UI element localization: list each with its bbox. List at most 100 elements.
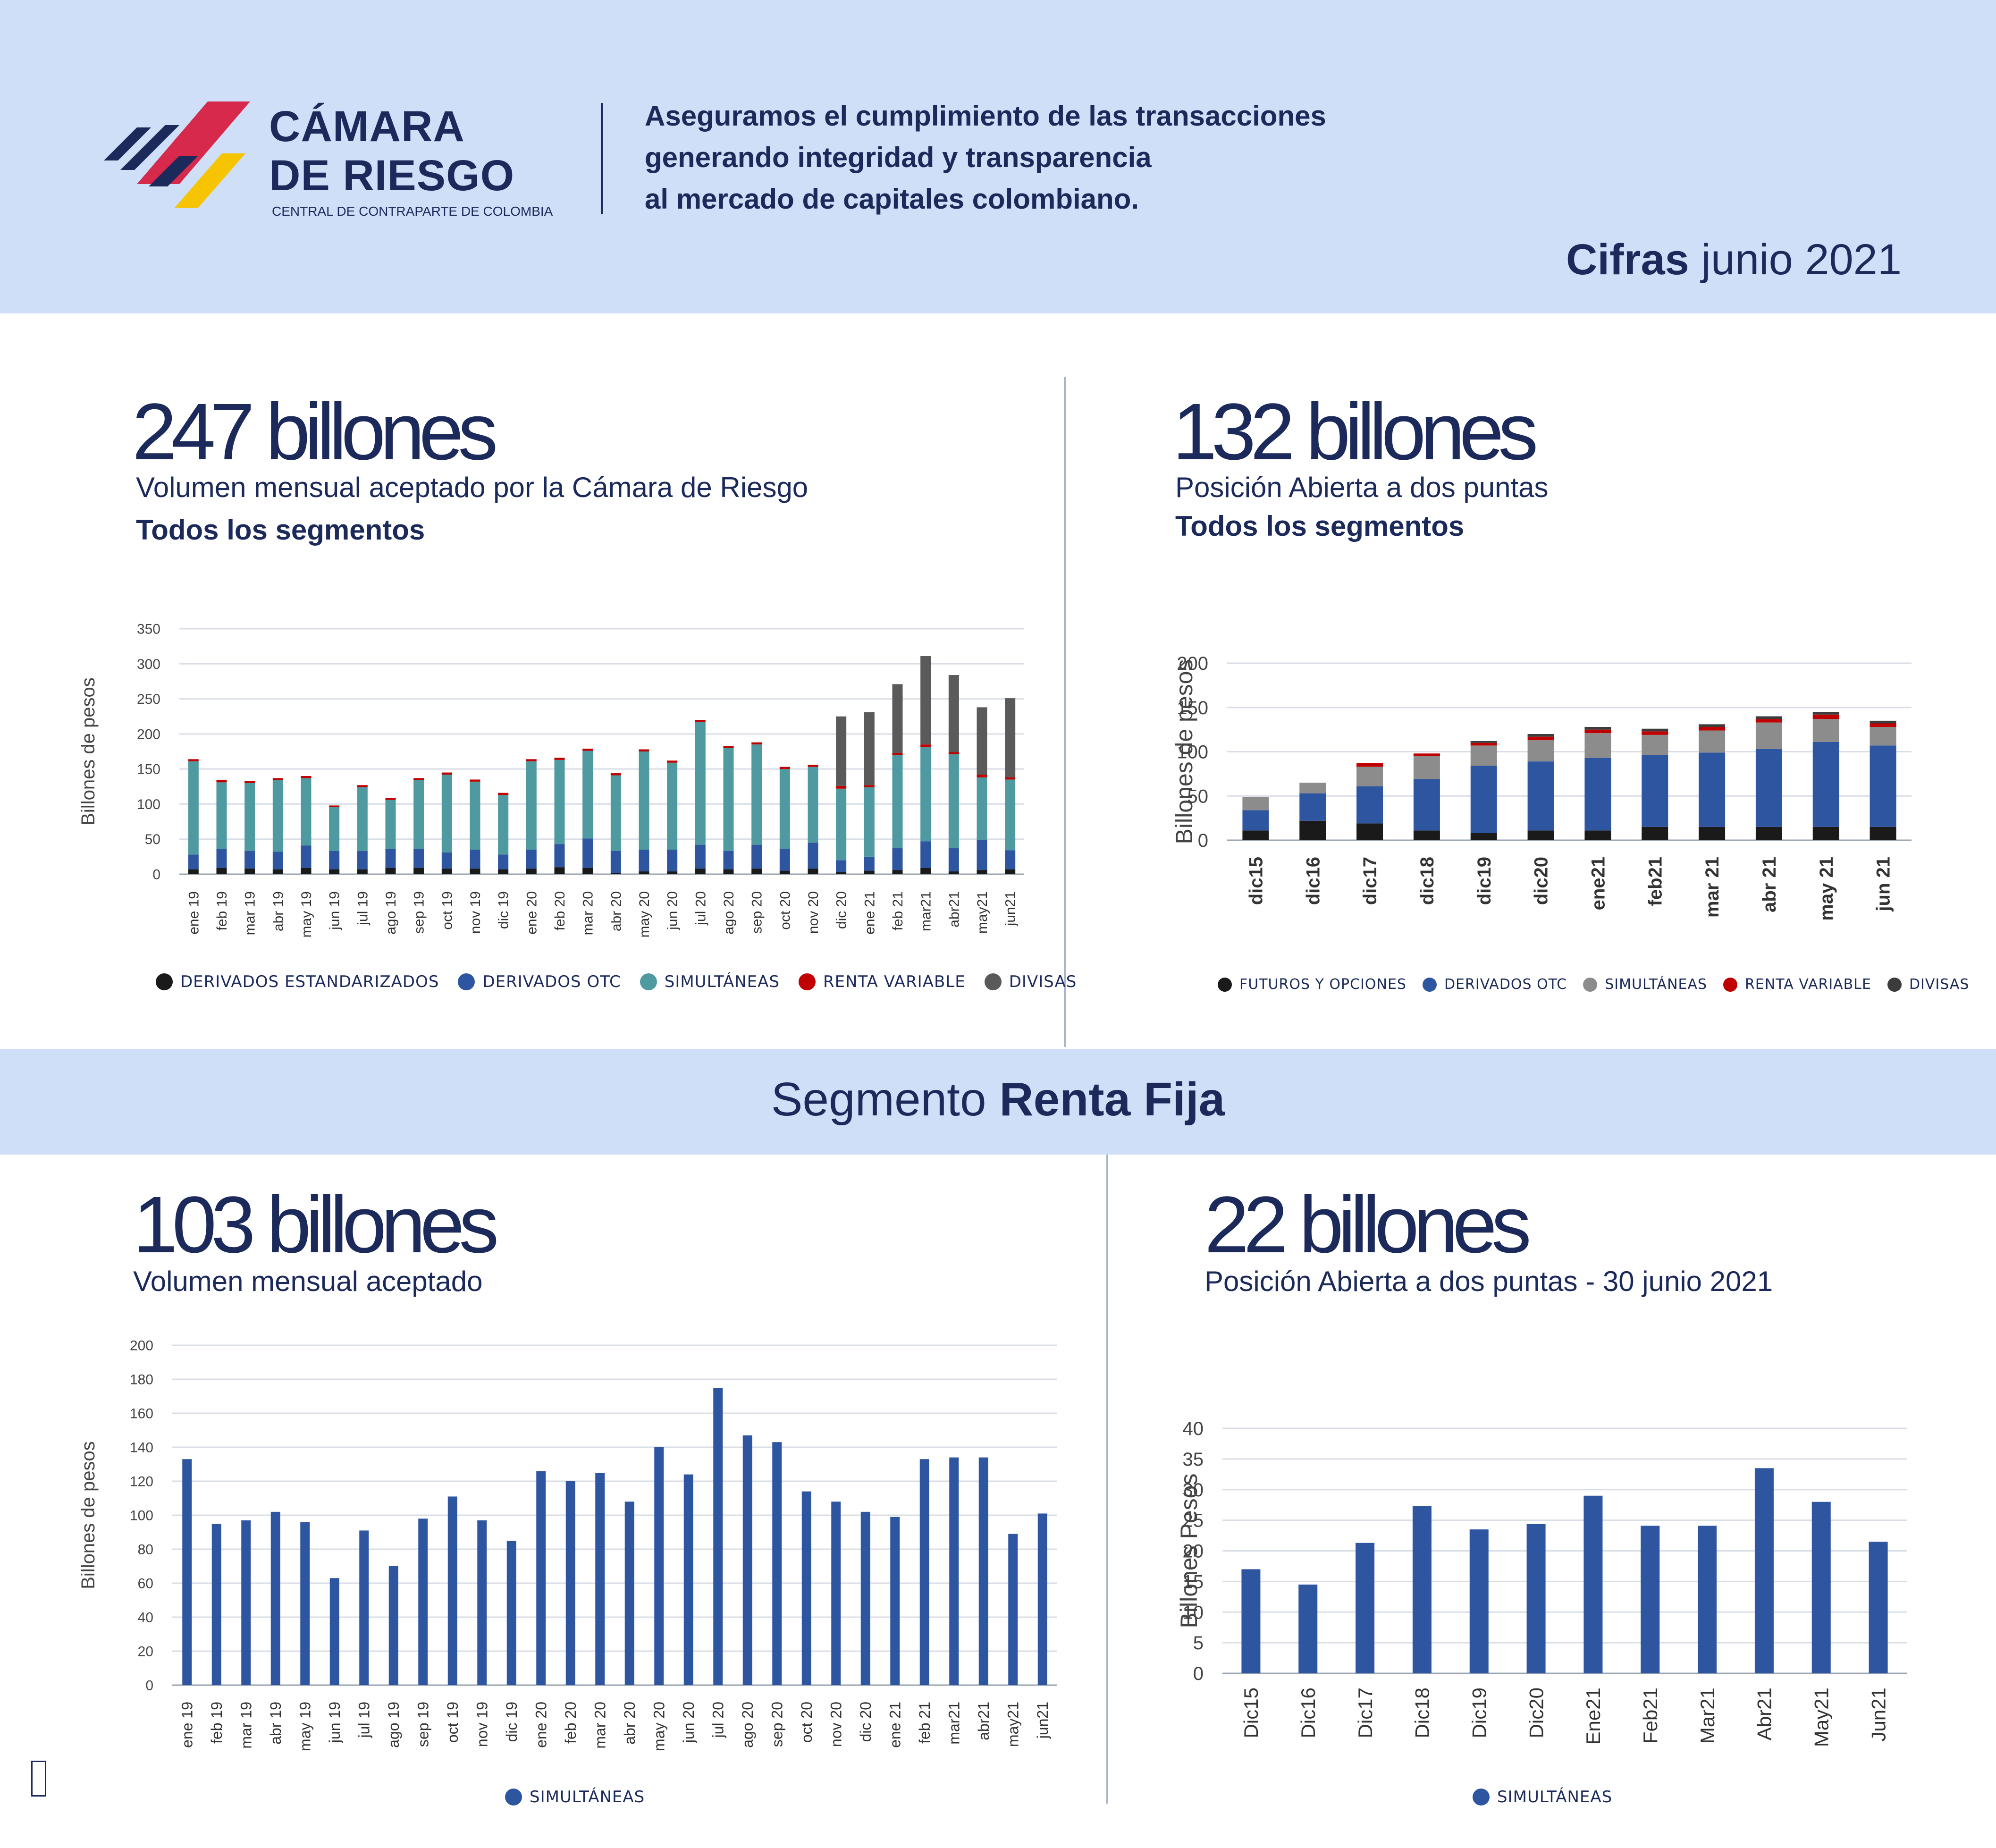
cifras-bold: Cifras: [1566, 236, 1689, 284]
bar-segment: [441, 772, 452, 775]
bar-segment: [1527, 830, 1554, 840]
y-tick-label: 0: [145, 1678, 153, 1694]
y-tick-label: 120: [130, 1474, 153, 1490]
x-tick-label: Dic17: [1354, 1688, 1376, 1738]
y-tick-label: 250: [137, 692, 160, 707]
bar-segment: [385, 849, 396, 868]
x-tick-label: nov 19: [468, 891, 483, 934]
bar-segment: [1754, 1468, 1774, 1673]
bar-segment: [1242, 797, 1269, 810]
x-tick-label: dic 20: [857, 1702, 874, 1742]
camara-logo-icon: [104, 101, 250, 208]
bar-segment: [188, 759, 199, 761]
bar-segment: [977, 840, 987, 870]
bar-segment: [526, 761, 537, 850]
x-tick-label: Dic19: [1468, 1688, 1490, 1738]
x-tick-label: ago 19: [385, 1702, 402, 1748]
bar-segment: [470, 781, 480, 850]
bar-segment: [948, 871, 959, 874]
bar-segment: [1526, 1524, 1546, 1673]
bar-segment: [216, 868, 227, 874]
bar-segment: [639, 751, 649, 850]
bar-segment: [808, 767, 818, 843]
x-tick-label: abr 20: [621, 1702, 638, 1745]
bar-segment: [301, 776, 312, 778]
x-tick-label: feb 21: [890, 891, 906, 930]
bar-segment: [831, 1502, 841, 1685]
bottom-panel-divider: [1106, 1155, 1108, 1804]
x-tick-label: jul 20: [709, 1702, 726, 1738]
x-tick-label: sep 20: [768, 1702, 785, 1747]
bar-segment: [498, 854, 509, 869]
legend-label: DERIVADOS OTC: [482, 972, 621, 991]
bar-segment: [1870, 827, 1896, 840]
x-tick-label: Mar21: [1696, 1688, 1718, 1744]
x-tick-label: dic15: [1246, 857, 1266, 905]
bar-segment: [441, 775, 452, 852]
y-tick-label: 80: [138, 1542, 153, 1558]
legend-label: SIMULTÁNEAS: [530, 1788, 645, 1806]
x-tick-label: ene 20: [532, 1702, 549, 1748]
bar-segment: [860, 1511, 870, 1685]
bar-segment: [413, 868, 424, 874]
legend-swatch: [640, 973, 657, 990]
bar-segment: [1356, 786, 1383, 824]
legend-swatch: [156, 973, 173, 990]
bar-segment: [639, 871, 649, 874]
bar-segment: [1755, 722, 1782, 749]
bar-segment: [892, 752, 903, 755]
legend-item: DERIVADOS OTC: [1422, 976, 1567, 993]
bar-segment: [1470, 833, 1497, 840]
bar-segment: [270, 1511, 280, 1685]
x-tick-label: feb 19: [208, 1702, 225, 1744]
bar-segment: [639, 749, 649, 751]
legend-swatch: [1723, 977, 1738, 992]
bar-segment: [595, 1473, 605, 1685]
x-tick-label: mar21: [945, 1702, 962, 1745]
bar-segment: [1470, 745, 1497, 766]
bar-segment: [1584, 733, 1611, 758]
bar-segment: [801, 1491, 811, 1685]
bar-segment: [1584, 729, 1611, 734]
bar-segment: [1755, 827, 1782, 840]
bar-segment: [470, 869, 480, 874]
x-tick-label: Abr21: [1753, 1688, 1776, 1740]
bar-segment: [949, 1457, 959, 1685]
legend-item: DERIVADOS OTC: [458, 972, 621, 991]
bar-segment: [779, 767, 790, 769]
bar-segment: [1005, 777, 1016, 780]
x-tick-label: dic17: [1360, 857, 1381, 905]
bar-segment: [1005, 779, 1016, 851]
volumen-chart: 0 50 100 150 200 250 300 350 Billones de pesos en…: [78, 622, 1024, 937]
bar-segment: [836, 788, 847, 861]
x-tick-label: abr 20: [608, 891, 624, 931]
bar-segment: [1642, 734, 1668, 755]
brand-line-2: DE RIESGO: [269, 152, 515, 200]
x-tick-label: feb21: [1645, 857, 1666, 906]
bar-segment: [683, 1474, 693, 1685]
bar-segment: [667, 762, 678, 850]
y-tick-label: 25: [1183, 1510, 1204, 1531]
legend-swatch: [1887, 977, 1902, 992]
y-tick-label: 180: [130, 1372, 153, 1388]
x-tick-label: jun 19: [326, 1702, 343, 1743]
bar-segment: [1470, 741, 1497, 743]
volumen-subtitle: Volumen mensual aceptado por la Cámara d…: [136, 472, 809, 503]
y-tick-label: 20: [1183, 1541, 1204, 1562]
x-tick-label: ene 21: [862, 891, 877, 935]
y-tick-label: 150: [1177, 698, 1208, 718]
bar-segment: [751, 869, 762, 874]
top-panel-divider: [1064, 377, 1066, 1047]
bar-segment: [1413, 830, 1440, 840]
rf-posicion-headline: 22 billones: [1204, 1180, 1532, 1270]
posicion-headline: 132 billones: [1172, 387, 1538, 477]
bar-segment: [723, 851, 734, 869]
bar-segment: [357, 869, 368, 874]
bar-segment: [948, 752, 959, 754]
segment-title-bold: Renta Fija: [999, 1073, 1225, 1126]
x-tick-label: jun 20: [680, 1702, 697, 1743]
bar-segment: [723, 869, 734, 874]
bar-segment: [329, 851, 340, 869]
bar-segment: [300, 1522, 310, 1685]
bar-segment: [272, 778, 283, 780]
